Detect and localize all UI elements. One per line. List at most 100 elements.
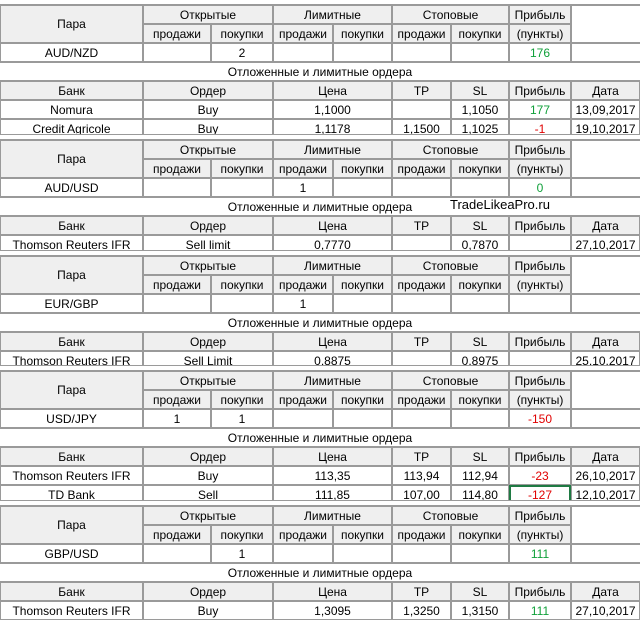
- order-price[interactable]: 1,1000: [273, 100, 392, 119]
- header-profit[interactable]: Прибыль: [509, 447, 571, 466]
- order-sl[interactable]: 112,94: [451, 466, 509, 485]
- header-buys[interactable]: покупки: [333, 24, 392, 43]
- cell-limit-sales[interactable]: 1: [273, 178, 333, 197]
- pair-name[interactable]: AUD/NZD: [0, 43, 143, 62]
- header-sales[interactable]: продажи: [273, 390, 333, 409]
- pair-name[interactable]: GBP/USD: [0, 544, 143, 563]
- cell-stop-sales[interactable]: [392, 178, 451, 197]
- order-bank[interactable]: Thomson Reuters IFR: [0, 466, 143, 485]
- header-profit[interactable]: Прибыль: [509, 371, 571, 390]
- cell-stop-buys[interactable]: [451, 43, 509, 62]
- header-sl[interactable]: SL: [451, 332, 509, 351]
- header-sales[interactable]: продажи: [392, 24, 451, 43]
- pending-orders-title[interactable]: Отложенные и лимитные ордера: [0, 62, 640, 81]
- header-sales[interactable]: продажи: [143, 275, 211, 294]
- empty-cell[interactable]: [571, 506, 640, 544]
- order-profit[interactable]: 111: [509, 601, 571, 620]
- header-sales[interactable]: продажи: [143, 159, 211, 178]
- header-price[interactable]: Цена: [273, 81, 392, 100]
- header-buys[interactable]: покупки: [333, 525, 392, 544]
- header-tp[interactable]: TP: [392, 216, 451, 235]
- header-pair[interactable]: Пара: [0, 371, 143, 409]
- empty-cell[interactable]: [571, 140, 640, 178]
- pair-profit[interactable]: 111: [509, 544, 571, 563]
- header-bank[interactable]: Банк: [0, 447, 143, 466]
- header-stop[interactable]: Стоповые: [392, 506, 509, 525]
- header-price[interactable]: Цена: [273, 582, 392, 601]
- order-date[interactable]: 26,10,2017: [571, 466, 640, 485]
- header-profit[interactable]: Прибыль: [509, 582, 571, 601]
- header-tp[interactable]: TP: [392, 332, 451, 351]
- header-buys[interactable]: покупки: [211, 525, 273, 544]
- header-tp[interactable]: TP: [392, 582, 451, 601]
- header-buys[interactable]: покупки: [211, 24, 273, 43]
- cell-limit-buys[interactable]: [333, 409, 392, 428]
- empty-cell[interactable]: [571, 5, 640, 43]
- header-points[interactable]: (пункты): [509, 159, 571, 178]
- header-open[interactable]: Открытые: [143, 256, 273, 275]
- cell-limit-buys[interactable]: [333, 178, 392, 197]
- cell-stop-sales[interactable]: [392, 294, 451, 313]
- cell-stop-sales[interactable]: [392, 409, 451, 428]
- header-date[interactable]: Дата: [571, 332, 640, 351]
- pending-orders-title[interactable]: Отложенные и лимитные ордера: [0, 313, 640, 332]
- header-sales[interactable]: продажи: [392, 390, 451, 409]
- order-profit[interactable]: -23: [509, 466, 571, 485]
- header-buys[interactable]: покупки: [211, 159, 273, 178]
- cell-open-sales[interactable]: [143, 294, 211, 313]
- header-sales[interactable]: продажи: [273, 275, 333, 294]
- cell-open-sales[interactable]: [143, 544, 211, 563]
- header-buys[interactable]: покупки: [333, 275, 392, 294]
- order-type[interactable]: Buy: [143, 466, 273, 485]
- header-profit[interactable]: Прибыль: [509, 332, 571, 351]
- order-profit[interactable]: 177: [509, 100, 571, 119]
- header-limit[interactable]: Лимитные: [273, 256, 392, 275]
- header-stop[interactable]: Стоповые: [392, 5, 509, 24]
- header-buys[interactable]: покупки: [451, 390, 509, 409]
- cell-open-sales[interactable]: [143, 43, 211, 62]
- cell-stop-buys[interactable]: [451, 178, 509, 197]
- cell-stop-sales[interactable]: [392, 544, 451, 563]
- header-sales[interactable]: продажи: [392, 159, 451, 178]
- header-date[interactable]: Дата: [571, 216, 640, 235]
- pair-profit[interactable]: -150: [509, 409, 571, 428]
- cell-limit-buys[interactable]: [333, 294, 392, 313]
- empty-cell[interactable]: [571, 371, 640, 409]
- header-pair[interactable]: Пара: [0, 506, 143, 544]
- header-bank[interactable]: Банк: [0, 582, 143, 601]
- header-stop[interactable]: Стоповые: [392, 371, 509, 390]
- cell-stop-buys[interactable]: [451, 544, 509, 563]
- pair-profit[interactable]: 0: [509, 178, 571, 197]
- header-open[interactable]: Открытые: [143, 506, 273, 525]
- order-bank[interactable]: Thomson Reuters IFR: [0, 601, 143, 620]
- order-type[interactable]: Buy: [143, 100, 273, 119]
- header-limit[interactable]: Лимитные: [273, 140, 392, 159]
- header-open[interactable]: Открытые: [143, 140, 273, 159]
- order-bank[interactable]: Nomura: [0, 100, 143, 119]
- header-sl[interactable]: SL: [451, 447, 509, 466]
- cell-stop-buys[interactable]: [451, 409, 509, 428]
- header-points[interactable]: (пункты): [509, 275, 571, 294]
- header-sales[interactable]: продажи: [143, 525, 211, 544]
- header-limit[interactable]: Лимитные: [273, 371, 392, 390]
- cell-open-buys[interactable]: 2: [211, 43, 273, 62]
- header-profit[interactable]: Прибыль: [509, 216, 571, 235]
- header-tp[interactable]: TP: [392, 447, 451, 466]
- order-sl[interactable]: 1,3150: [451, 601, 509, 620]
- header-sales[interactable]: продажи: [273, 24, 333, 43]
- header-sales[interactable]: продажи: [392, 275, 451, 294]
- header-pair[interactable]: Пара: [0, 140, 143, 178]
- cell-limit-sales[interactable]: 1: [273, 294, 333, 313]
- header-profit[interactable]: Прибыль: [509, 140, 571, 159]
- pending-orders-title[interactable]: Отложенные и лимитные ордера: [0, 428, 640, 447]
- header-price[interactable]: Цена: [273, 332, 392, 351]
- header-date[interactable]: Дата: [571, 81, 640, 100]
- header-open[interactable]: Открытые: [143, 5, 273, 24]
- pair-profit[interactable]: [509, 294, 571, 313]
- header-order[interactable]: Ордер: [143, 81, 273, 100]
- pair-name[interactable]: EUR/GBP: [0, 294, 143, 313]
- header-profit[interactable]: Прибыль: [509, 81, 571, 100]
- cell-open-buys[interactable]: [211, 178, 273, 197]
- header-price[interactable]: Цена: [273, 447, 392, 466]
- cell-limit-sales[interactable]: [273, 544, 333, 563]
